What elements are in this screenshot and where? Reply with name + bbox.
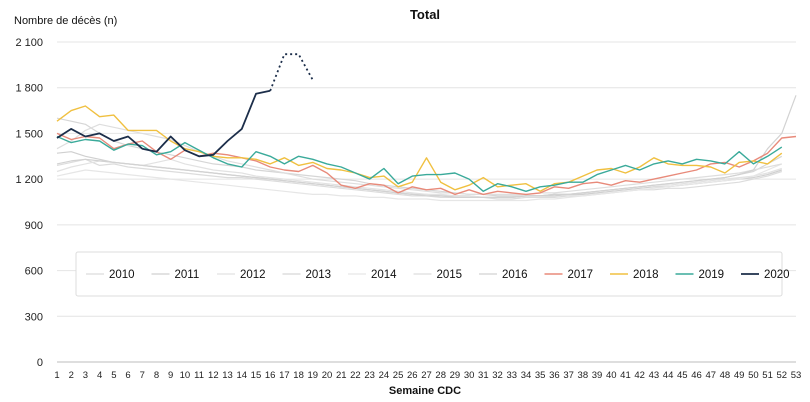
x-tick-label: 25 bbox=[393, 370, 404, 381]
x-tick-label: 47 bbox=[705, 370, 716, 381]
series-line bbox=[56, 158, 782, 198]
x-tick-label: 21 bbox=[336, 370, 347, 381]
x-tick-label: 29 bbox=[450, 370, 461, 381]
x-tick-label: 5 bbox=[111, 370, 116, 381]
legend-label: 2017 bbox=[568, 269, 594, 281]
series-line bbox=[56, 105, 783, 192]
x-tick-label: 39 bbox=[592, 370, 603, 381]
x-tick-label: 30 bbox=[464, 370, 475, 381]
y-axis-label: Nombre de décès (n) bbox=[14, 15, 117, 27]
x-tick-label: 14 bbox=[236, 370, 247, 381]
x-tick-label: 49 bbox=[734, 370, 745, 381]
series-line bbox=[56, 132, 797, 196]
x-tick-label: 20 bbox=[322, 370, 333, 381]
legend-label: 2018 bbox=[633, 269, 659, 281]
x-tick-label: 35 bbox=[535, 370, 546, 381]
x-axis-label: Semaine CDC bbox=[389, 385, 461, 397]
x-tick-label: 19 bbox=[308, 370, 319, 381]
y-tick-label: 2 100 bbox=[15, 37, 43, 49]
x-tick-label: 9 bbox=[168, 370, 173, 381]
x-tick-label: 32 bbox=[492, 370, 503, 381]
x-tick-label: 15 bbox=[251, 370, 262, 381]
x-tick-label: 22 bbox=[350, 370, 361, 381]
x-tick-label: 44 bbox=[663, 370, 674, 381]
legend-label: 2010 bbox=[109, 269, 135, 281]
x-tick-label: 48 bbox=[720, 370, 731, 381]
y-tick-label: 900 bbox=[25, 220, 43, 232]
series-line bbox=[269, 53, 314, 92]
series-line bbox=[56, 89, 271, 158]
x-tick-label: 17 bbox=[279, 370, 290, 381]
legend-label: 2015 bbox=[437, 269, 463, 281]
x-tick-label: 7 bbox=[140, 370, 145, 381]
y-tick-label: 300 bbox=[25, 311, 43, 323]
x-tick-label: 45 bbox=[677, 370, 688, 381]
x-tick-label: 40 bbox=[606, 370, 617, 381]
x-tick-label: 42 bbox=[634, 370, 645, 381]
x-tick-label: 12 bbox=[208, 370, 219, 381]
x-tick-label: 27 bbox=[421, 370, 432, 381]
x-tick-label: 36 bbox=[549, 370, 560, 381]
x-tick-label: 18 bbox=[293, 370, 304, 381]
x-tick-label: 34 bbox=[521, 370, 532, 381]
x-tick-label: 53 bbox=[791, 370, 802, 381]
x-tick-label: 1 bbox=[54, 370, 59, 381]
x-tick-label: 52 bbox=[776, 370, 787, 381]
x-tick-label: 6 bbox=[125, 370, 130, 381]
x-tick-label: 3 bbox=[83, 370, 88, 381]
series-line bbox=[56, 163, 783, 202]
y-tick-label: 1 800 bbox=[15, 83, 43, 95]
legend-label: 2016 bbox=[502, 269, 528, 281]
y-tick-label: 1 200 bbox=[15, 174, 43, 186]
series-line bbox=[56, 95, 797, 198]
x-tick-label: 50 bbox=[748, 370, 759, 381]
x-tick-label: 51 bbox=[762, 370, 773, 381]
y-axis-ticks: 0 300 600 900 1 200 1 500 1 800 2 100 bbox=[15, 37, 43, 369]
legend-label: 2013 bbox=[306, 269, 332, 281]
x-tick-label: 26 bbox=[407, 370, 418, 381]
series-line bbox=[56, 123, 782, 195]
x-tick-label: 16 bbox=[265, 370, 276, 381]
x-tick-label: 8 bbox=[154, 370, 159, 381]
legend-label: 2020 bbox=[764, 269, 790, 281]
x-tick-label: 33 bbox=[506, 370, 517, 381]
x-tick-label: 43 bbox=[649, 370, 660, 381]
y-tick-label: 600 bbox=[25, 266, 43, 278]
series-lines bbox=[56, 53, 797, 202]
gridlines bbox=[57, 41, 796, 363]
x-tick-label: 24 bbox=[379, 370, 390, 381]
series-line bbox=[56, 135, 783, 192]
y-tick-label: 0 bbox=[37, 357, 43, 369]
x-tick-label: 13 bbox=[222, 370, 233, 381]
y-tick-label: 1 500 bbox=[15, 128, 43, 140]
x-tick-label: 23 bbox=[364, 370, 375, 381]
x-tick-label: 11 bbox=[194, 370, 204, 381]
x-tick-label: 31 bbox=[478, 370, 489, 381]
legend-label: 2019 bbox=[699, 269, 725, 281]
x-tick-label: 38 bbox=[578, 370, 589, 381]
x-tick-label: 41 bbox=[620, 370, 631, 381]
series-line bbox=[56, 158, 782, 200]
legend-label: 2014 bbox=[371, 269, 397, 281]
x-tick-label: 46 bbox=[691, 370, 702, 381]
x-tick-label: 10 bbox=[180, 370, 191, 381]
chart-title: Total bbox=[410, 7, 440, 22]
x-tick-label: 37 bbox=[563, 370, 574, 381]
x-tick-label: 2 bbox=[69, 370, 74, 381]
legend-label: 2011 bbox=[175, 269, 200, 281]
x-tick-label: 4 bbox=[97, 370, 102, 381]
legend-label: 2012 bbox=[240, 269, 266, 281]
x-axis-ticks: 1 2 3 4 5 6 7 8 9 10 11 12 13 14 15 16 17 18 19 20 21 22 23 24 2… bbox=[54, 370, 801, 381]
x-tick-label: 28 bbox=[435, 370, 446, 381]
legend: 2010 2011 2012 2013 2014 2015 2016 2017 2018 2019… bbox=[75, 251, 790, 297]
